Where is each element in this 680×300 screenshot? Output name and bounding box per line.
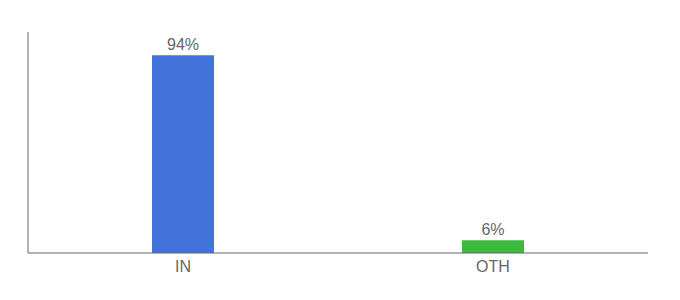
svg-text:94%: 94% [167, 36, 199, 53]
svg-text:OTH: OTH [476, 258, 510, 275]
svg-text:6%: 6% [481, 221, 504, 238]
svg-text:IN: IN [175, 258, 191, 275]
